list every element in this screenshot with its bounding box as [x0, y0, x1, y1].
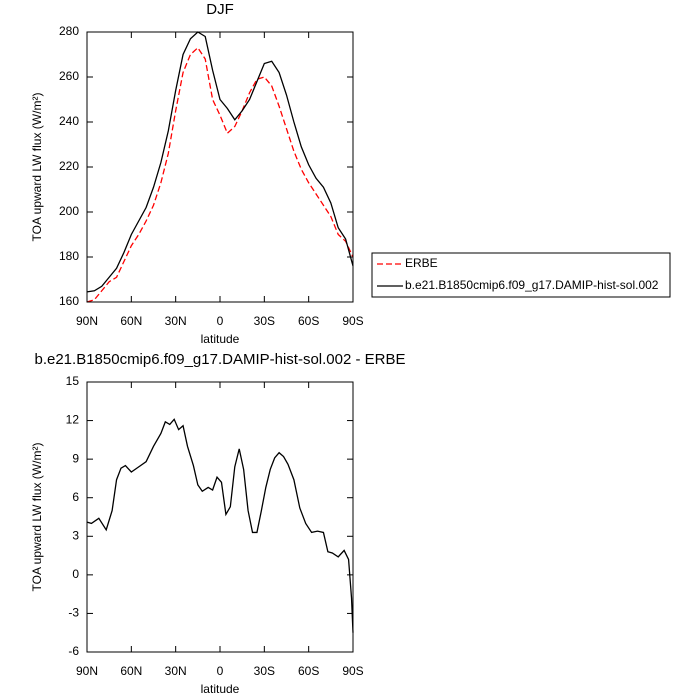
x-tick-label: 90S — [342, 664, 363, 678]
x-tick-label: 0 — [217, 664, 224, 678]
y-tick-label: 280 — [59, 24, 79, 38]
chart-title: DJF — [206, 1, 234, 18]
y-tick-label: 180 — [59, 249, 79, 263]
y-tick-label: 260 — [59, 69, 79, 83]
y-tick-label: 0 — [72, 567, 79, 581]
y-tick-label: 15 — [66, 374, 80, 388]
x-tick-label: 30N — [165, 664, 187, 678]
plot-frame — [86, 31, 354, 303]
x-tick-label: 30N — [165, 314, 187, 328]
y-tick-label: 3 — [72, 528, 79, 542]
y-tick-label: 6 — [72, 490, 79, 504]
x-tick-label: 60S — [298, 664, 319, 678]
x-tick-label: 60S — [298, 314, 319, 328]
data-line — [86, 31, 354, 293]
x-axis-label: latitude — [201, 682, 240, 696]
y-axis-label: TOA upward LW flux (W/m²) — [30, 93, 44, 242]
y-tick-label: 160 — [59, 294, 79, 308]
x-tick-label: 90N — [76, 314, 98, 328]
x-tick-label: 60N — [120, 314, 142, 328]
plot-frame — [86, 381, 354, 653]
chart-title: b.e21.B1850cmip6.f09_g17.DAMIP-hist-sol.… — [34, 351, 405, 368]
y-tick-label: 200 — [59, 204, 79, 218]
data-line — [86, 46, 354, 303]
legend-label: ERBE — [405, 256, 438, 270]
x-tick-label: 90S — [342, 314, 363, 328]
y-tick-label: 12 — [66, 413, 80, 427]
y-tick-label: -3 — [68, 606, 79, 620]
x-axis-label: latitude — [201, 332, 240, 346]
y-tick-label: 9 — [72, 451, 79, 465]
x-tick-label: 90N — [76, 664, 98, 678]
legend-box — [371, 252, 671, 298]
legend-label: b.e21.B1850cmip6.f09_g17.DAMIP-hist-sol.… — [405, 278, 659, 292]
y-axis-label: TOA upward LW flux (W/m²) — [30, 443, 44, 592]
x-tick-label: 30S — [254, 664, 275, 678]
x-tick-label: 30S — [254, 314, 275, 328]
y-tick-label: 240 — [59, 114, 79, 128]
x-tick-label: 0 — [217, 314, 224, 328]
y-tick-label: 220 — [59, 159, 79, 173]
legend: ERBE b.e21.B1850cmip6.f09_g17.DAMIP-hist-… — [371, 252, 671, 298]
x-tick-label: 60N — [120, 664, 142, 678]
data-line — [86, 418, 354, 633]
y-tick-label: -6 — [68, 644, 79, 658]
